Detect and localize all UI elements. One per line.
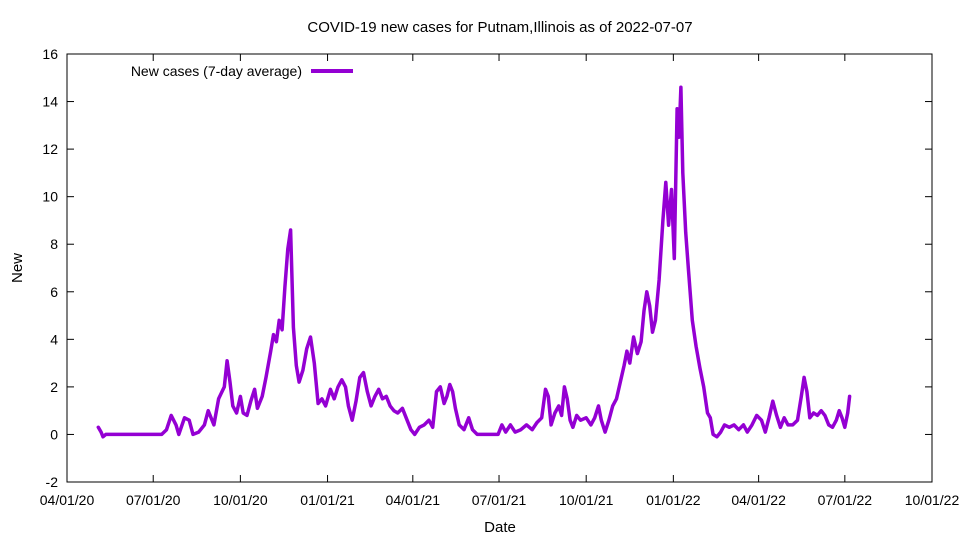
x-tick-label: 10/01/22 [905, 492, 960, 508]
y-tick-label: 16 [42, 46, 58, 62]
chart-title: COVID-19 new cases for Putnam,Illinois a… [307, 19, 692, 36]
y-axis: -2 0 2 4 6 8 10 12 14 16 [42, 46, 932, 490]
y-tick-label: 2 [50, 379, 58, 395]
y-tick-label: 14 [42, 94, 58, 110]
x-axis-label: Date [484, 519, 516, 536]
y-tick-label: 4 [50, 331, 58, 347]
legend: New cases (7-day average) [131, 63, 353, 79]
x-tick-label: 10/01/20 [213, 492, 268, 508]
y-axis-label: New [9, 253, 26, 283]
x-axis: 04/01/20 07/01/20 10/01/20 01/01/21 04/01/21… [40, 54, 960, 508]
series-layer [96, 85, 852, 439]
legend-label: New cases (7-day average) [131, 63, 302, 79]
x-tick-label: 07/01/22 [818, 492, 873, 508]
x-tick-label: 04/01/21 [386, 492, 441, 508]
y-tick-label: 0 [50, 426, 58, 442]
x-tick-label: 10/01/21 [559, 492, 614, 508]
y-tick-label: 12 [42, 141, 58, 157]
x-tick-label: 01/01/21 [300, 492, 355, 508]
plot-frame [66, 53, 933, 483]
y-tick-label: 10 [42, 189, 58, 205]
x-tick-label: 01/01/22 [646, 492, 701, 508]
x-tick-label: 07/01/21 [472, 492, 527, 508]
x-tick-label: 07/01/20 [126, 492, 181, 508]
x-tick-label: 04/01/20 [40, 492, 95, 508]
y-tick-label: 6 [50, 284, 58, 300]
x-tick-label: 04/01/22 [731, 492, 786, 508]
series-line [96, 85, 852, 439]
y-tick-label: 8 [50, 236, 58, 252]
y-tick-label: -2 [46, 474, 59, 490]
